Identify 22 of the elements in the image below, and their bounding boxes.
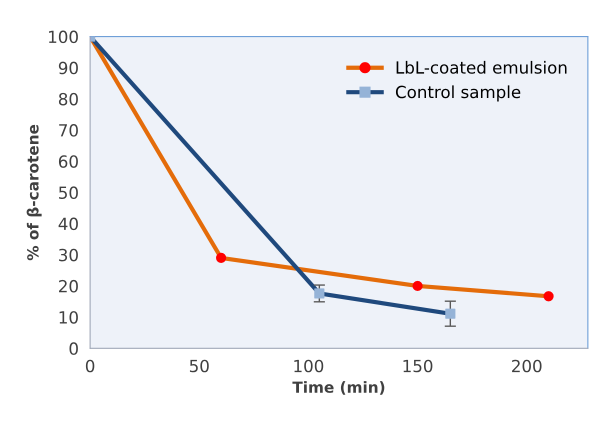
y-tick-label: 10 [60, 311, 78, 324]
y-tick-label: 0 [69, 342, 78, 355]
x-tick-label: 100 [294, 360, 324, 372]
y-tick-label: 60 [58, 155, 78, 168]
legend-label: Control sample [396, 85, 520, 102]
y-tick-label: 90 [58, 62, 78, 74]
point [445, 308, 456, 319]
point [314, 288, 324, 299]
y-tick-label: 80 [58, 92, 78, 106]
y-tick-label: 40 [58, 218, 78, 230]
y-tick-label: 30 [59, 248, 78, 262]
y-axis-title: % of β-carotene [26, 124, 42, 260]
y-tick-label: 50 [59, 186, 78, 199]
x-tick-label: 50 [190, 360, 209, 372]
y-tick-label: 70 [59, 124, 78, 137]
y-tick-label: 20 [59, 280, 78, 293]
x-axis-title: Time (min) [292, 381, 384, 395]
y-tick-label: 100 [49, 30, 78, 44]
legend-label: LbL-coated emulsion [396, 60, 566, 74]
x-tick-label: 200 [512, 360, 542, 372]
x-tick-label: 150 [404, 360, 432, 372]
x-tick-label: 0 [86, 360, 94, 372]
